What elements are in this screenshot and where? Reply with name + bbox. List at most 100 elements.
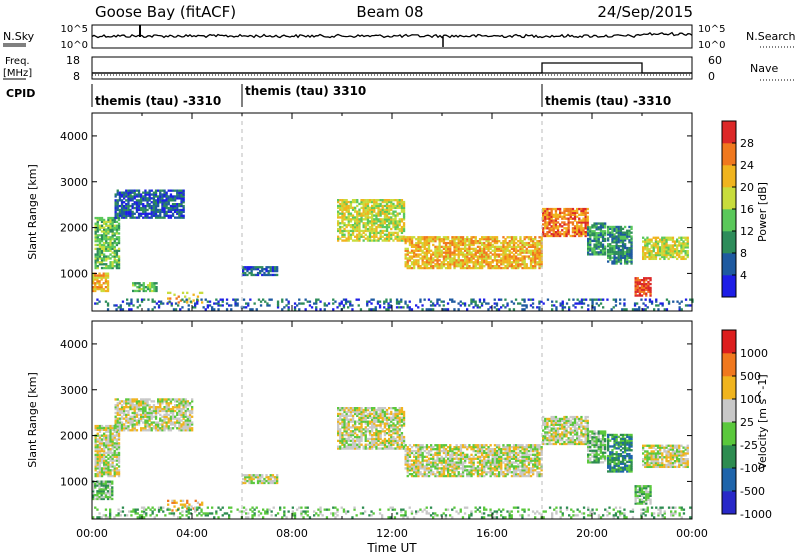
heatmap-cell — [363, 409, 365, 411]
heatmap-cell — [245, 306, 247, 308]
heatmap-cell — [105, 228, 107, 230]
heatmap-cell — [147, 308, 149, 310]
heatmap-cell — [682, 244, 684, 246]
heatmap-cell — [186, 292, 188, 294]
heatmap-cell — [112, 261, 114, 263]
heatmap-cell — [363, 218, 365, 220]
heatmap-cell — [114, 240, 116, 242]
heatmap-cell — [144, 207, 146, 209]
heatmap-cell — [369, 411, 371, 413]
heatmap-cell — [118, 433, 120, 435]
heatmap-cell — [132, 421, 134, 423]
heatmap-cell — [470, 240, 472, 242]
heatmap-cell — [328, 302, 330, 304]
heatmap-cell — [506, 302, 508, 304]
heatmap-cell — [205, 299, 207, 301]
heatmap-cell — [377, 301, 379, 303]
heatmap-cell — [380, 209, 382, 211]
heatmap-cell — [641, 291, 643, 293]
heatmap-cell — [373, 199, 375, 201]
heatmap-cell — [169, 292, 171, 294]
heatmap-cell — [415, 304, 417, 306]
heatmap-cell — [146, 412, 148, 414]
heatmap-cell — [464, 267, 466, 269]
heatmap-cell — [191, 427, 193, 429]
heatmap-cell — [386, 421, 388, 423]
heatmap-cell — [174, 195, 176, 197]
heatmap-cell — [375, 413, 377, 415]
heatmap-cell — [620, 245, 622, 247]
heatmap-cell — [384, 438, 386, 440]
heatmap-cell — [390, 205, 392, 207]
heatmap-cell — [114, 465, 116, 467]
heatmap-cell — [371, 428, 373, 430]
heatmap-cell — [134, 423, 136, 425]
heatmap-cell — [383, 306, 385, 308]
heatmap-cell — [524, 236, 526, 238]
heatmap-cell — [147, 284, 149, 286]
heatmap-cell — [477, 246, 479, 248]
heatmap-cell — [166, 211, 168, 213]
heatmap-cell — [377, 213, 379, 215]
heatmap-cell — [155, 207, 157, 209]
heatmap-cell — [118, 465, 120, 467]
heatmap-cell — [530, 299, 532, 301]
heatmap-cell — [384, 430, 386, 432]
heatmap-cell — [125, 404, 127, 406]
heatmap-cell — [189, 404, 191, 406]
heatmap-cell — [458, 248, 460, 250]
heatmap-cell — [363, 413, 365, 415]
heatmap-cell — [94, 282, 96, 284]
heatmap-cell — [462, 259, 464, 261]
heatmap-cell — [385, 299, 387, 301]
freq-label-2: [MHz] — [3, 68, 32, 79]
heatmap-cell — [117, 421, 119, 423]
heatmap-cell — [268, 299, 270, 301]
heatmap-cell — [369, 430, 371, 432]
heatmap-cell — [546, 231, 548, 233]
heatmap-cell — [159, 404, 161, 406]
heatmap-cell — [473, 253, 475, 255]
heatmap-cell — [548, 229, 550, 231]
heatmap-cell — [226, 299, 228, 301]
heatmap-cell — [426, 263, 428, 265]
heatmap-cell — [670, 252, 672, 254]
heatmap-cell — [523, 308, 525, 310]
heatmap-cell — [466, 240, 468, 242]
heatmap-cell — [358, 436, 360, 438]
heatmap-cell — [490, 242, 492, 244]
heatmap-cell — [168, 429, 170, 431]
heatmap-cell — [487, 261, 489, 263]
heatmap-cell — [98, 273, 100, 275]
heatmap-cell — [616, 251, 618, 253]
heatmap-cell — [644, 244, 646, 246]
heatmap-cell — [445, 308, 447, 310]
heatmap-cell — [149, 199, 151, 201]
heatmap-cell — [99, 261, 101, 263]
heatmap-cell — [607, 226, 609, 228]
heatmap-cell — [115, 304, 117, 306]
heatmap-cell — [621, 308, 623, 310]
heatmap-cell — [511, 255, 513, 257]
heatmap-cell — [309, 301, 311, 303]
heatmap-cell — [538, 255, 540, 257]
heatmap-cell — [348, 415, 350, 417]
heatmap-cell — [94, 484, 96, 486]
heatmap-cell — [492, 253, 494, 255]
heatmap-cell — [380, 407, 382, 409]
heatmap-cell — [426, 236, 428, 238]
heatmap-cell — [168, 398, 170, 400]
heatmap-cell — [149, 190, 151, 192]
heatmap-cell — [392, 422, 394, 424]
heatmap-cell — [163, 421, 165, 423]
heatmap-cell — [356, 407, 358, 409]
heatmap-cell — [453, 263, 455, 265]
heatmap-cell — [464, 238, 466, 240]
heatmap-cell — [127, 190, 129, 192]
heatmap-cell — [363, 213, 365, 215]
heatmap-cell — [332, 299, 334, 301]
heatmap-cell — [466, 236, 468, 238]
heatmap-cell — [551, 301, 553, 303]
heatmap-cell — [380, 213, 382, 215]
heatmap-cell — [394, 407, 396, 409]
